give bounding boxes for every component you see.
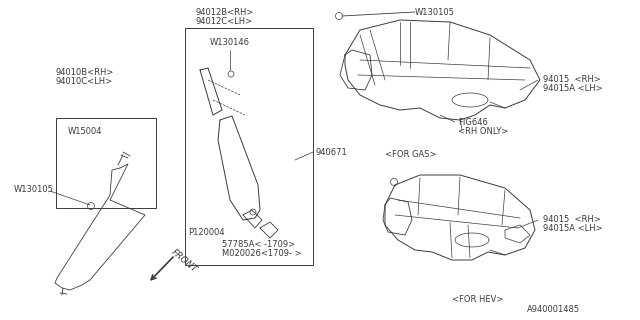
Text: W130146: W130146	[210, 38, 250, 47]
Text: 94010B<RH>: 94010B<RH>	[56, 68, 115, 77]
Text: 57785A< -1709>: 57785A< -1709>	[222, 240, 295, 249]
Text: <RH ONLY>: <RH ONLY>	[458, 127, 508, 136]
Text: 94015A <LH>: 94015A <LH>	[543, 224, 603, 233]
Text: 94015A <LH>: 94015A <LH>	[543, 84, 603, 93]
Text: <FOR HEV>: <FOR HEV>	[452, 295, 504, 304]
Text: 94010C<LH>: 94010C<LH>	[56, 77, 113, 86]
Text: FRONT: FRONT	[169, 248, 198, 275]
Bar	[185, 28, 313, 265]
Text: <FOR GAS>: <FOR GAS>	[385, 150, 436, 159]
Text: 94012B<RH>: 94012B<RH>	[195, 8, 253, 17]
Text: 94015  <RH>: 94015 <RH>	[543, 215, 601, 224]
Bar	[56, 118, 156, 208]
Text: 94012C<LH>: 94012C<LH>	[195, 17, 252, 26]
Text: 94015  <RH>: 94015 <RH>	[543, 75, 601, 84]
Text: FIG646: FIG646	[458, 118, 488, 127]
Text: P120004: P120004	[188, 228, 225, 237]
Text: A940001485: A940001485	[527, 305, 580, 314]
Text: W15004: W15004	[68, 127, 102, 136]
Text: W130105: W130105	[415, 8, 455, 17]
Text: W130105: W130105	[14, 185, 54, 194]
Text: 940671: 940671	[316, 148, 348, 157]
Text: M020026<1709- >: M020026<1709- >	[222, 249, 301, 258]
